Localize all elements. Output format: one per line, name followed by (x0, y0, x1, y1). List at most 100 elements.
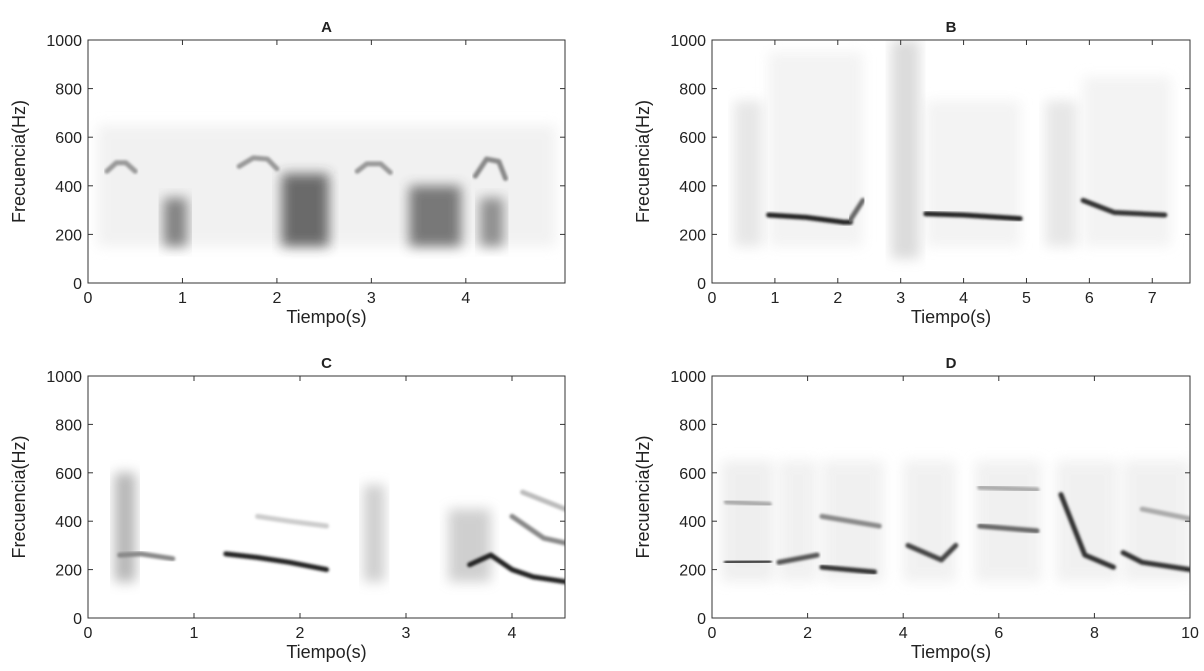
axes-box (87, 39, 566, 284)
y-tick-label: 200 (55, 563, 82, 580)
frequency-contour (104, 160, 138, 174)
y-tick-label: 600 (679, 466, 706, 483)
frequency-contour (905, 542, 959, 563)
x-tick-label: 7 (1148, 290, 1157, 307)
frequency-contour (819, 564, 878, 575)
frequency-contour (766, 212, 853, 225)
y-tick-label: 1000 (46, 33, 82, 50)
frequency-contour (117, 551, 176, 562)
spectral-energy (891, 40, 920, 259)
panel: 0 1 2 3 4 0 200 400 600 800 1000 A Tiempo(s) Frecuenc… (9, 19, 566, 327)
x-axis-label: Tiempo(s) (286, 307, 366, 327)
x-axis-label: Tiempo(s) (911, 307, 991, 327)
frequency-contour (819, 513, 882, 529)
panel: 0 1 2 3 4 0 200 400 600 800 1000 C Tiempo(s) Frecuenc… (9, 355, 566, 662)
frequency-contour (354, 161, 393, 175)
y-tick-label: 400 (679, 514, 706, 531)
x-axis-label: Tiempo(s) (286, 642, 366, 662)
frequency-contour (723, 558, 772, 565)
x-axis-label: Tiempo(s) (911, 642, 991, 662)
spectral-energy (1056, 460, 1119, 582)
y-tick-label: 0 (73, 611, 82, 628)
x-tick-label: 4 (959, 290, 968, 307)
y-tick-label: 200 (679, 227, 706, 244)
chart-title: B (946, 19, 957, 36)
frequency-contour (1139, 506, 1190, 522)
y-tick-label: 0 (697, 276, 706, 293)
plot-content (734, 40, 1172, 259)
frequency-contour (923, 211, 1023, 222)
x-tick-label: 4 (899, 625, 908, 642)
x-tick-label: 2 (296, 625, 305, 642)
chart-title: D (946, 355, 957, 372)
frequency-contour (977, 484, 1040, 493)
chart-title: A (321, 19, 332, 36)
spectral-energy (1123, 460, 1190, 582)
plot-content (114, 472, 565, 585)
spectral-energy (448, 509, 491, 582)
y-axis-label: Frecuencia(Hz) (633, 100, 653, 223)
y-tick-label: 0 (697, 611, 706, 628)
y-tick-label: 400 (55, 179, 82, 196)
spectral-energy (1083, 76, 1172, 247)
y-tick-label: 0 (73, 276, 82, 293)
frequency-contour (509, 513, 565, 546)
y-tick-label: 1000 (670, 33, 706, 50)
spectral-energy (903, 460, 956, 582)
x-tick-label: 2 (833, 290, 842, 307)
spectral-energy (363, 484, 385, 582)
frequency-contour (255, 513, 329, 529)
frequency-contour (520, 489, 565, 512)
x-tick-label: 6 (994, 625, 1003, 642)
spectral-energy (479, 197, 504, 247)
frequency-contour (847, 197, 866, 223)
x-tick-label: 0 (708, 625, 717, 642)
spectral-energy (974, 460, 1042, 582)
frequency-contour (776, 552, 820, 565)
spectral-energy (409, 185, 462, 247)
x-tick-label: 0 (84, 625, 93, 642)
spectral-energy (734, 100, 763, 247)
plot-content (721, 460, 1190, 582)
frequency-contour (1058, 492, 1117, 570)
y-tick-label: 200 (55, 227, 82, 244)
axes-box (87, 375, 566, 619)
x-tick-label: 0 (708, 290, 717, 307)
frequency-contour (223, 551, 329, 573)
frequency-contour (723, 499, 772, 507)
y-tick-label: 1000 (46, 369, 82, 386)
y-tick-label: 800 (55, 417, 82, 434)
y-tick-label: 800 (679, 82, 706, 99)
panel: 0 1 2 3 4 5 6 7 0 200 400 600 800 1000 B Tiempo(s) Frecu… (633, 19, 1191, 327)
axes-box (711, 39, 1191, 284)
x-tick-label: 2 (803, 625, 812, 642)
x-tick-label: 3 (896, 290, 905, 307)
spectral-energy (281, 173, 329, 247)
x-tick-label: 4 (508, 625, 517, 642)
y-tick-label: 200 (679, 563, 706, 580)
x-tick-label: 1 (178, 290, 187, 307)
spectral-energy (925, 100, 1021, 247)
x-tick-label: 3 (402, 625, 411, 642)
y-tick-label: 600 (55, 466, 82, 483)
spectral-energy (114, 472, 136, 582)
spectral-energy (163, 197, 188, 247)
x-tick-label: 4 (461, 290, 470, 307)
spectral-energy (1045, 100, 1077, 247)
frequency-contour (1080, 197, 1168, 218)
panel: 0 2 4 6 8 10 0 200 400 600 800 1000 D Tiempo(s) Frecue… (633, 355, 1199, 662)
frequency-contour (472, 156, 508, 182)
axes-box (711, 375, 1191, 619)
x-tick-label: 1 (190, 625, 199, 642)
plot-area (88, 376, 565, 618)
x-tick-label: 8 (1090, 625, 1099, 642)
x-tick-label: 1 (770, 290, 779, 307)
y-tick-label: 800 (679, 417, 706, 434)
y-tick-label: 1000 (670, 369, 706, 386)
x-tick-label: 6 (1085, 290, 1094, 307)
chart-title: C (321, 355, 332, 372)
x-tick-label: 3 (367, 290, 376, 307)
frequency-contour (467, 552, 565, 585)
x-tick-label: 5 (1022, 290, 1031, 307)
